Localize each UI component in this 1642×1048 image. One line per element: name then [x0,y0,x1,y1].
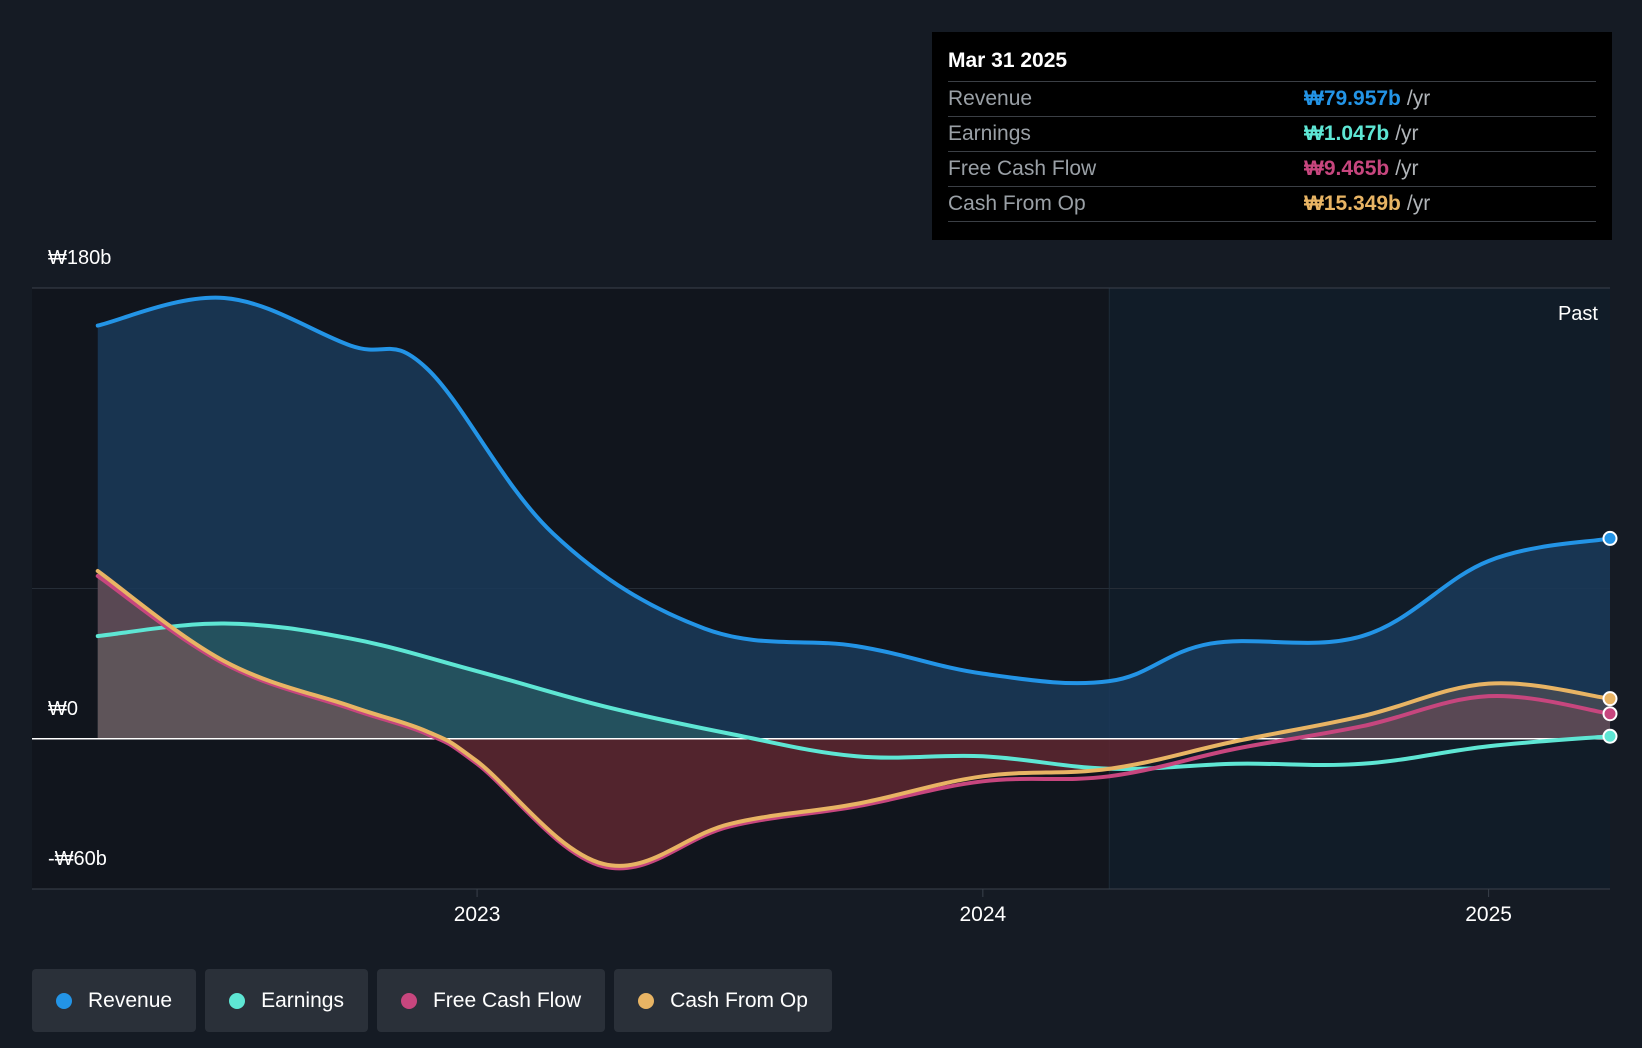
series-line-free-cash-flow [95,573,1612,871]
tooltip-row-name: Free Cash Flow [948,157,1097,180]
legend-item-cash-from-op[interactable]: Cash From Op [614,969,832,1032]
legend-item-revenue[interactable]: Revenue [32,969,197,1032]
area-earnings [97,623,1610,739]
endpoint-revenue[interactable] [1602,530,1618,546]
x-tick-label: 2023 [454,903,501,926]
legend-label: Cash From Op [670,988,808,1012]
legend-item-earnings[interactable]: Earnings [205,969,368,1032]
tooltip-date: Mar 31 2025 [948,49,1068,72]
legend-label: Revenue [88,988,173,1012]
area-negative-fill [97,738,1610,866]
tooltip-row-unit: /yr [1395,122,1419,145]
tooltip-row-unit: /yr [1406,87,1431,110]
tooltip-row-value: ₩9.465b [1304,157,1390,180]
legend-dot-icon [229,992,246,1009]
endpoint-earnings[interactable] [1602,728,1618,744]
past-label: Past [1558,303,1598,325]
y-axis-label: ₩180b [48,247,111,269]
tooltip-row-name: Cash From Op [948,192,1086,215]
area-free-cash-flow [97,575,1610,739]
series-line-earnings [95,621,1612,772]
tooltip-row-value: ₩15.349b [1304,192,1401,215]
tooltip-panel: Mar 31 2025 Revenue ₩79.957b/yr Earnings ₩1… [932,32,1612,240]
endpoint-free-cash-flow[interactable] [1602,706,1618,722]
endpoint-cash-from-op[interactable] [1602,691,1618,707]
tooltip-row-name: Revenue [948,87,1033,110]
legend-dot-icon [638,992,655,1009]
legend-dot-icon [56,992,72,1009]
tooltip-row-unit: /yr [1406,192,1431,215]
tooltip-row-name: Earnings [948,122,1031,145]
legend-label: Free Cash Flow [432,988,582,1012]
series-line-cash-from-op [95,568,1612,868]
tooltip-row: Earnings ₩1.047b/yr [948,116,1596,151]
x-tick-label: 2025 [1465,903,1512,926]
tooltip-row: Cash From Op ₩15.349b/yr [948,186,1596,222]
tooltip-row: Free Cash Flow ₩9.465b/yr [948,151,1596,186]
y-axis-label: -₩60b [48,848,107,870]
tooltip-row-value: ₩79.957b [1304,87,1401,110]
legend-dot-icon [400,992,417,1009]
area-cash-from-op [97,570,1610,739]
tooltip-row-value: ₩1.047b [1304,122,1390,145]
area-revenue [97,297,1610,739]
tooltip-row-unit: /yr [1395,157,1419,180]
legend-item-free-cash-flow[interactable]: Free Cash Flow [376,969,606,1032]
series-line-revenue [95,295,1612,686]
legend: Revenue Earnings Free Cash Flow Cash From O… [32,969,832,1032]
y-axis-label: ₩0 [48,698,78,720]
tooltip-row: Revenue ₩79.957b/yr [948,81,1596,116]
x-tick-label: 2024 [959,903,1006,926]
legend-label: Earnings [261,988,344,1012]
